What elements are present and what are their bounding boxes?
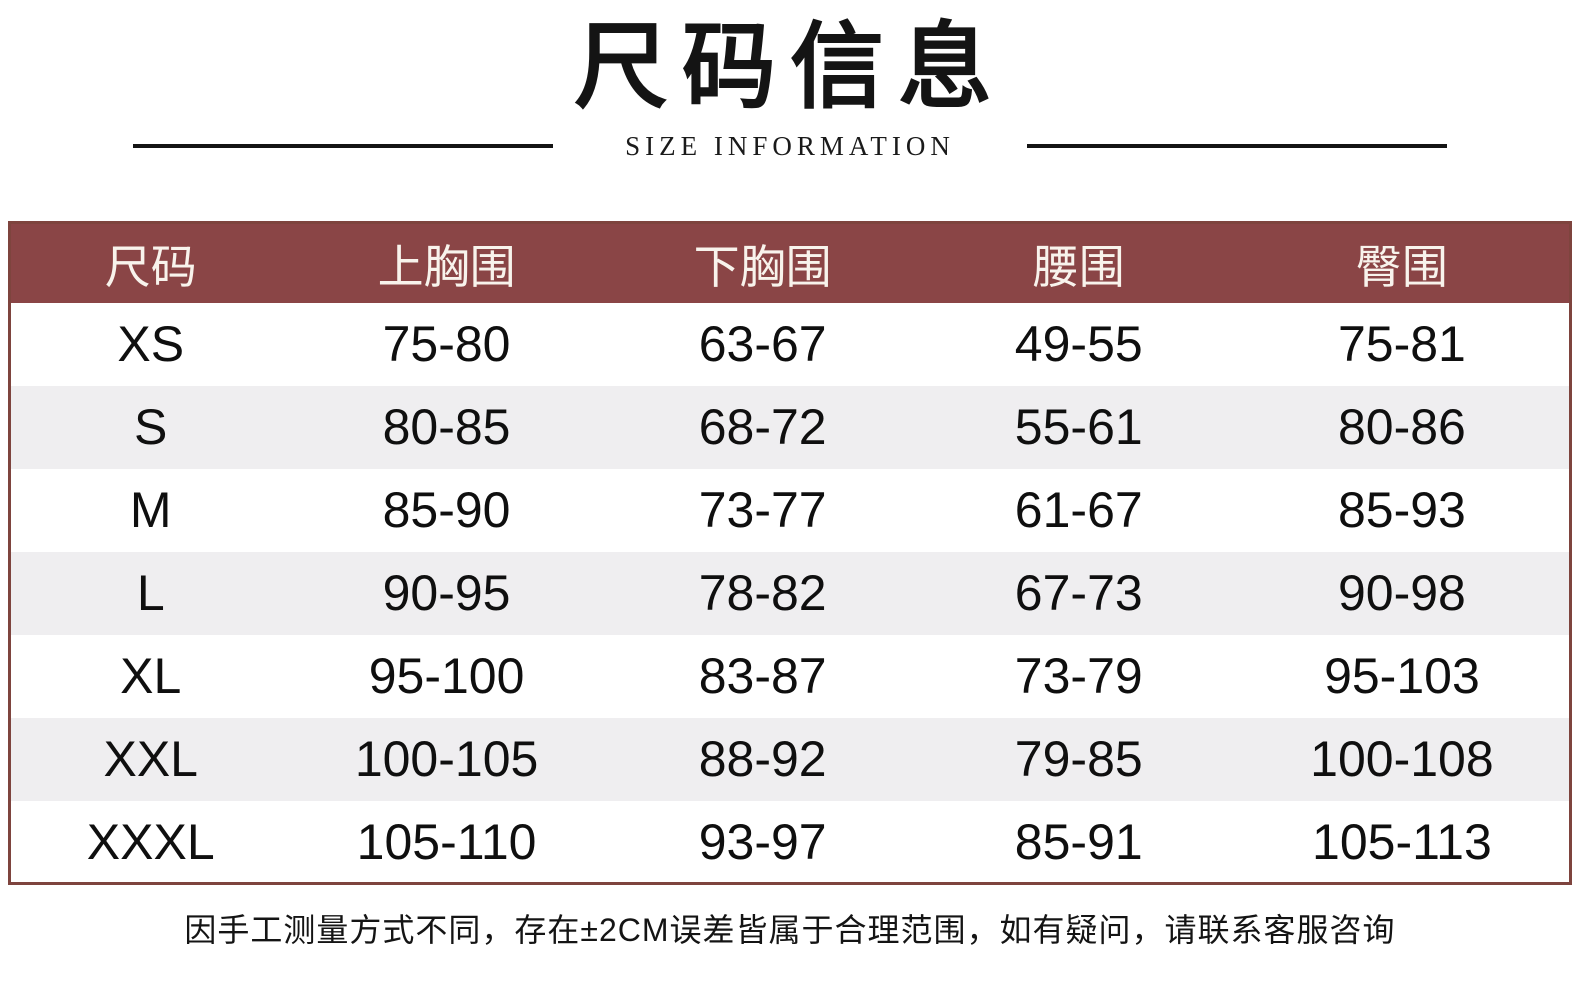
measurement-cell: 78-82 [698,565,827,622]
measurement-cell: 95-103 [1324,648,1480,705]
size-table-header-row: 尺码 上胸围 下胸围 腰围 臀围 [9,222,1571,303]
measurement-cell: 80-85 [382,399,511,456]
size-label-cell: XL [120,648,182,705]
page-title: 尺码信息 [573,16,1006,120]
measurement-cell: 85-93 [1337,482,1466,539]
measurement-cell: 85-91 [1014,813,1143,870]
measurement-cell: 88-92 [698,731,827,788]
column-header: 上胸围 [377,240,516,293]
measurement-cell: 105-113 [1312,813,1492,870]
measurement-cell: 90-95 [382,565,511,622]
table-row: L 90-95 78-82 67-73 90-98 [9,551,1571,635]
size-table: 尺码 上胸围 下胸围 腰围 臀围 XS 75-80 63-67 49-55 75-81 S 80-8… [8,221,1572,886]
measurement-cell: 90-98 [1337,565,1466,622]
title-block: 尺码信息 SIZE INFORMATION [0,0,1580,165]
column-header: 尺码 [104,240,197,293]
column-header: 臀围 [1355,240,1448,293]
table-row: M 85-90 73-77 61-67 85-93 [9,468,1571,552]
measurement-cell: 79-85 [1014,731,1143,788]
column-header: 下胸围 [693,240,832,293]
measurement-cell: 93-97 [698,813,827,870]
measurement-cell: 55-61 [1014,399,1143,456]
measurement-cell: 73-77 [698,482,827,539]
measurement-cell: 67-73 [1014,565,1143,622]
measurement-cell: 100-108 [1310,731,1494,788]
measurement-cell: 75-81 [1337,316,1466,373]
measurement-cell: 75-80 [382,316,511,373]
measurement-cell: 85-90 [382,482,511,539]
table-row: XL 95-100 83-87 73-79 95-103 [9,634,1571,718]
table-row: XXXL 105-110 93-97 85-91 105-113 [9,800,1571,884]
size-label-cell: S [134,399,168,456]
table-row: XXL 100-105 88-92 79-85 100-108 [9,717,1571,801]
subtitle-row: SIZE INFORMATION [0,127,1580,165]
measurement-cell: 63-67 [698,316,827,373]
measurement-cell: 83-87 [698,648,827,705]
measurement-cell: 95-100 [368,648,525,705]
size-label-cell: XXL [103,731,198,788]
measurement-cell: 68-72 [698,399,827,456]
page-subtitle: SIZE INFORMATION [625,130,955,161]
column-header: 腰围 [1032,240,1125,293]
size-label-cell: L [136,565,165,622]
measurement-cell: 105-110 [356,813,537,870]
measurement-cell: 73-79 [1014,648,1143,705]
size-label-cell: M [129,482,172,539]
measurement-cell: 61-67 [1014,482,1143,539]
measurement-cell: 100-105 [354,731,539,788]
measurement-cell: 49-55 [1014,316,1143,373]
right-divider-line [1026,144,1447,149]
table-row: XS 75-80 63-67 49-55 75-81 [9,302,1571,386]
size-table-body: XS 75-80 63-67 49-55 75-81 S 80-85 68-72 55-61 80… [9,302,1571,884]
footer-note: 因手工测量方式不同，存在±2CM误差皆属于合理范围，如有疑问，请联系客服咨询 [184,912,1396,949]
size-label-cell: XXXL [86,813,215,870]
measurement-cell: 80-86 [1337,399,1466,456]
table-row: S 80-85 68-72 55-61 80-86 [9,385,1571,469]
left-divider-line [133,144,554,149]
size-label-cell: XS [117,316,185,373]
